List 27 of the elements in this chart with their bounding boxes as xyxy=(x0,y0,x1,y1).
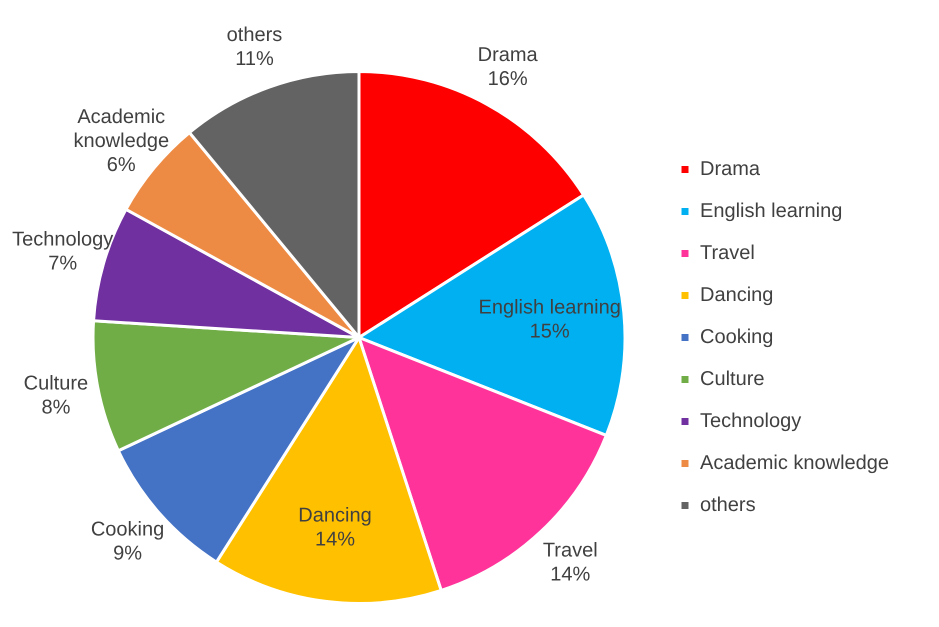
slice-label: Cooking xyxy=(90,518,164,541)
slice-label: Dancing xyxy=(298,504,372,527)
data-label: 6% xyxy=(106,154,136,176)
data-label: 16% xyxy=(488,68,528,90)
slice-label: Drama xyxy=(478,44,539,66)
legend-label: Technology xyxy=(700,410,802,432)
slice-label: Culture xyxy=(24,372,88,394)
legend-label: Cooking xyxy=(700,326,774,348)
data-label: 11% xyxy=(235,48,274,70)
slice-label: others xyxy=(226,24,282,46)
legend-label: others xyxy=(700,494,756,516)
legend-label: Dancing xyxy=(700,284,774,306)
slice-label: Academic knowledge xyxy=(73,106,170,152)
data-label: 14% xyxy=(550,563,590,586)
data-label: 14% xyxy=(314,528,356,551)
data-label: 7% xyxy=(48,252,78,274)
legend-label: Culture xyxy=(700,368,764,390)
legend-label: English learning xyxy=(700,200,842,222)
slice-label: Technology xyxy=(12,228,114,250)
slice-label: English learning xyxy=(478,296,621,318)
legend-label: Academic knowledge xyxy=(700,452,890,474)
legend-label: Travel xyxy=(700,242,755,264)
legend-label: Drama xyxy=(700,158,761,180)
data-label: 15% xyxy=(530,320,570,342)
data-label: 9% xyxy=(113,542,142,565)
slice-label: Travel xyxy=(542,539,598,562)
data-label: 8% xyxy=(41,396,71,418)
